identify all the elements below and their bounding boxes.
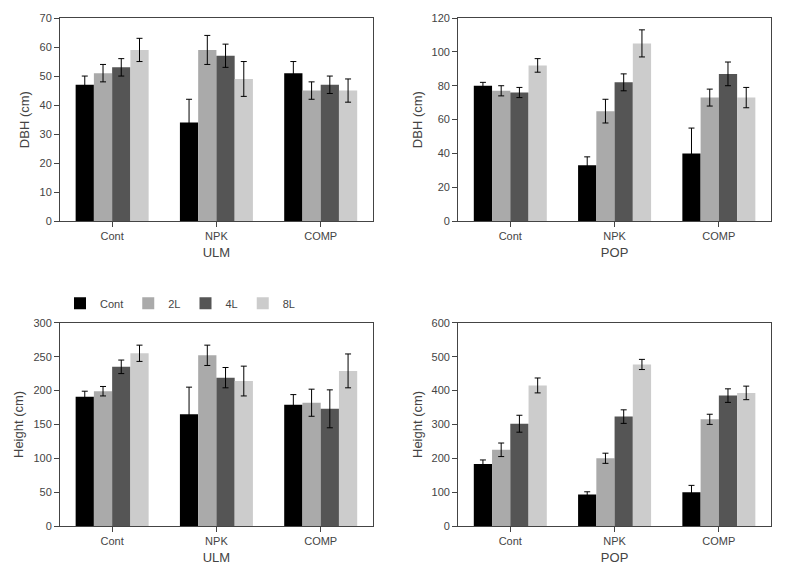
svg-text:40: 40: [438, 147, 450, 159]
svg-text:ULM: ULM: [203, 245, 230, 260]
svg-text:Height (cm): Height (cm): [11, 391, 26, 458]
svg-text:POP: POP: [601, 245, 628, 260]
svg-text:4L: 4L: [226, 298, 238, 310]
svg-text:150: 150: [33, 418, 51, 430]
svg-text:20: 20: [40, 157, 52, 169]
svg-text:10: 10: [40, 186, 52, 198]
svg-text:NPK: NPK: [205, 535, 228, 547]
svg-text:100: 100: [432, 486, 450, 498]
svg-text:300: 300: [33, 317, 51, 329]
svg-text:8L: 8L: [283, 298, 295, 310]
svg-text:40: 40: [40, 99, 52, 111]
svg-text:NPK: NPK: [603, 230, 626, 242]
svg-text:Height (cm): Height (cm): [410, 391, 425, 458]
svg-text:NPK: NPK: [603, 535, 626, 547]
svg-text:COMP: COMP: [702, 535, 735, 547]
svg-text:0: 0: [444, 215, 450, 227]
svg-text:NPK: NPK: [205, 230, 228, 242]
svg-text:20: 20: [438, 181, 450, 193]
svg-text:0: 0: [46, 215, 52, 227]
svg-text:Cont: Cont: [499, 230, 522, 242]
svg-text:500: 500: [432, 351, 450, 363]
svg-text:Cont: Cont: [101, 535, 124, 547]
svg-text:0: 0: [444, 520, 450, 532]
svg-text:250: 250: [33, 351, 51, 363]
svg-text:120: 120: [432, 12, 450, 24]
svg-text:Cont: Cont: [101, 230, 124, 242]
svg-text:Cont: Cont: [499, 535, 522, 547]
svg-text:Cont: Cont: [100, 298, 123, 310]
svg-text:DBH (cm): DBH (cm): [17, 91, 32, 148]
svg-text:200: 200: [33, 384, 51, 396]
svg-text:POP: POP: [601, 550, 628, 565]
svg-text:200: 200: [432, 452, 450, 464]
svg-text:400: 400: [432, 384, 450, 396]
svg-text:50: 50: [40, 70, 52, 82]
svg-text:DBH (cm): DBH (cm): [410, 91, 425, 148]
svg-text:100: 100: [432, 46, 450, 58]
svg-text:COMP: COMP: [304, 535, 337, 547]
svg-text:60: 60: [438, 113, 450, 125]
svg-text:30: 30: [40, 128, 52, 140]
svg-text:600: 600: [432, 317, 450, 329]
svg-text:80: 80: [438, 80, 450, 92]
svg-text:COMP: COMP: [304, 230, 337, 242]
svg-text:100: 100: [33, 452, 51, 464]
svg-text:ULM: ULM: [203, 550, 230, 565]
svg-text:0: 0: [46, 520, 52, 532]
svg-text:50: 50: [40, 486, 52, 498]
svg-text:2L: 2L: [168, 298, 180, 310]
svg-text:COMP: COMP: [702, 230, 735, 242]
svg-text:300: 300: [432, 418, 450, 430]
svg-text:70: 70: [40, 12, 52, 24]
svg-text:60: 60: [40, 41, 52, 53]
